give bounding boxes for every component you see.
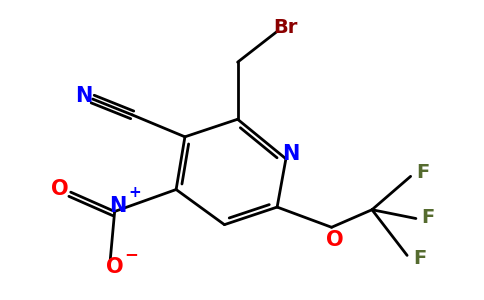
Text: F: F	[422, 208, 435, 227]
Text: O: O	[51, 178, 69, 199]
Text: F: F	[413, 249, 426, 268]
Text: −: −	[124, 245, 138, 263]
Text: N: N	[283, 144, 300, 164]
Text: N: N	[109, 196, 127, 216]
Text: N: N	[75, 86, 92, 106]
Text: Br: Br	[274, 17, 298, 37]
Text: O: O	[326, 230, 344, 250]
Text: +: +	[128, 185, 141, 200]
Text: O: O	[106, 257, 123, 277]
Text: F: F	[416, 163, 429, 182]
